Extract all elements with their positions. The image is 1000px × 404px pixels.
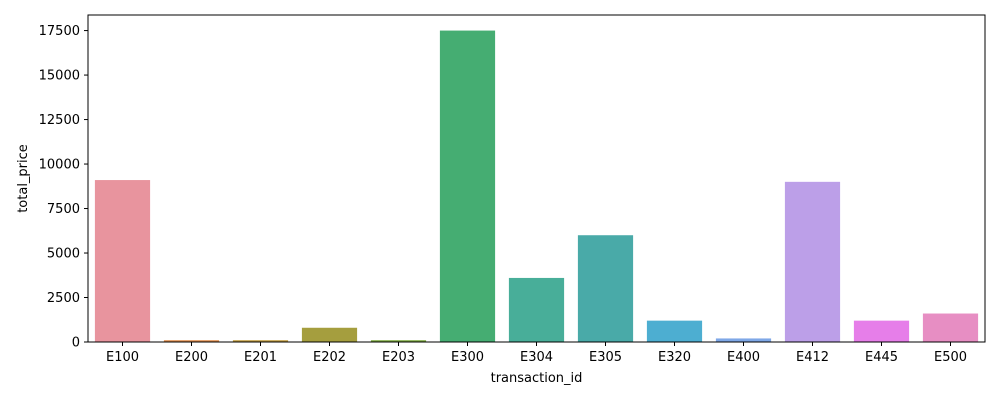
bar-E445 (853, 320, 910, 342)
x-tick-label-E412: E412 (796, 350, 829, 365)
x-tick-label-E201: E201 (244, 350, 277, 365)
y-tick-label: 5000 (47, 247, 80, 262)
bar-E200 (163, 340, 220, 342)
bar-E202 (301, 327, 358, 342)
bar-E203 (370, 340, 427, 342)
x-tick-label-E400: E400 (727, 350, 760, 365)
bar-E320 (646, 320, 703, 342)
y-tick-label: 10000 (39, 158, 80, 173)
x-tick-label-E304: E304 (520, 350, 553, 365)
x-axis-label: transaction_id (491, 371, 583, 386)
bar-E304 (508, 277, 565, 342)
bar-E201 (232, 340, 289, 342)
bar-E100 (94, 180, 151, 342)
y-tick-label: 12500 (39, 113, 80, 128)
y-tick-label: 17500 (39, 24, 80, 39)
x-tick-label-E200: E200 (175, 350, 208, 365)
x-tick-label-E203: E203 (382, 350, 415, 365)
x-tick-label-E445: E445 (865, 350, 898, 365)
bar-E300 (439, 30, 496, 342)
bar-E305 (577, 235, 634, 342)
y-tick-label: 2500 (47, 291, 80, 306)
y-axis: 0 2500 5000 7500 10000 12500 15000 17500 (39, 24, 88, 351)
plot-frame (87, 14, 986, 343)
bars-layer (94, 30, 979, 342)
y-tick-label: 0 (72, 336, 80, 351)
x-tick-label-E202: E202 (313, 350, 346, 365)
bar-E500 (922, 313, 979, 342)
x-tick-label-E300: E300 (451, 350, 484, 365)
x-tick-label-E320: E320 (658, 350, 691, 365)
y-axis-label: total_price (16, 144, 31, 213)
bar-E400 (715, 338, 772, 342)
x-axis: E100 E200 E201 E202 E203 E300 E304 E305 E320 E400… (106, 342, 967, 365)
y-tick-label: 7500 (47, 202, 80, 217)
y-tick-label: 15000 (39, 69, 80, 84)
x-tick-label-E500: E500 (934, 350, 967, 365)
bar-E412 (784, 181, 841, 342)
x-tick-label-E305: E305 (589, 350, 622, 365)
x-tick-label-E100: E100 (106, 350, 139, 365)
